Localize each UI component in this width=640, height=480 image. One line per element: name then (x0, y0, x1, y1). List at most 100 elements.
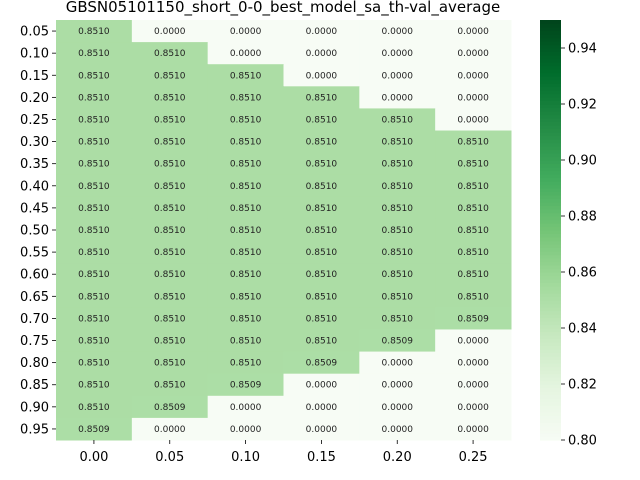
cell-value-label: 0.8510 (154, 381, 186, 391)
cell-value-label: 0.8510 (382, 248, 414, 258)
heatmap-cell (207, 196, 284, 220)
heatmap-cell (359, 285, 436, 308)
y-tick-label: 0.75 (20, 334, 49, 349)
colorbar-segment (540, 55, 561, 60)
heatmap-cells (56, 20, 512, 441)
heatmap-cell (131, 218, 209, 242)
heatmap-cell (131, 241, 209, 264)
cell-value-label: 0.8510 (306, 314, 338, 324)
y-tick-label: 0.40 (20, 179, 49, 194)
cell-value-label: 0.8510 (230, 138, 262, 148)
heatmap-cell (131, 373, 209, 397)
colorbar-segment (540, 286, 561, 291)
cell-value-label: 0.8510 (78, 226, 110, 236)
cell-value-label: 0.8510 (306, 160, 338, 170)
colorbar-segment (540, 303, 561, 308)
cell-value-label: 0.8510 (230, 314, 262, 324)
colorbar-segment (540, 69, 561, 74)
heatmap-cell (131, 285, 209, 308)
heatmap-cell (435, 108, 512, 132)
heatmap-cell (207, 218, 284, 242)
colorbar-segment (540, 100, 561, 105)
heatmap-cell (131, 108, 209, 132)
cell-value-label: 0.8510 (78, 248, 110, 258)
cell-value-label: 0.0000 (457, 337, 489, 347)
cell-value-label: 0.8510 (78, 93, 110, 103)
heatmap-cell (131, 417, 209, 441)
x-tick-label: 0.25 (459, 450, 488, 465)
colorbar-segment (540, 349, 561, 354)
cell-value-label: 0.8510 (154, 337, 186, 347)
cell-value-label: 0.8510 (154, 248, 186, 258)
colorbar-segment (540, 415, 561, 420)
y-tick-label: 0.65 (20, 290, 49, 305)
cell-value-label: 0.8510 (154, 138, 186, 148)
y-tick-label: 0.15 (20, 69, 49, 84)
cell-value-label: 0.8510 (382, 292, 414, 302)
cell-value-label: 0.0000 (306, 403, 338, 413)
colorbar: 0.80 0.82 0.84 0.86 0.88 0.90 0.92 0.94 (540, 20, 597, 449)
colorbar-segment (540, 107, 561, 112)
cell-value-label: 0.0000 (382, 71, 414, 81)
cell-value-label: 0.8510 (78, 204, 110, 214)
cell-value-label: 0.0000 (230, 425, 262, 435)
cell-value-label: 0.8510 (154, 204, 186, 214)
colorbar-segment (540, 282, 561, 287)
heatmap-cell (207, 395, 284, 419)
heatmap-cell (207, 174, 284, 198)
colorbar-segment (540, 23, 561, 28)
colorbar-segment (540, 83, 561, 88)
heatmap-cell (283, 108, 360, 132)
y-tick-label: 0.25 (20, 113, 49, 128)
heatmap-cell (435, 351, 512, 375)
colorbar-segment (540, 398, 561, 403)
cell-value-label: 0.8510 (230, 71, 262, 81)
colorbar-segment (540, 338, 561, 343)
y-tick-label: 0.80 (20, 356, 49, 371)
heatmap-cell (283, 329, 360, 353)
y-tick-label: 0.50 (20, 224, 49, 239)
colorbar-segment (540, 422, 561, 427)
colorbar-segment (540, 387, 561, 392)
cell-value-label: 0.8510 (230, 160, 262, 170)
heatmap-cell (131, 152, 209, 176)
cell-value-label: 0.8510 (230, 115, 262, 125)
colorbar-tick-label: 0.90 (568, 154, 597, 169)
cell-value-label: 0.8510 (306, 204, 338, 214)
colorbar-segment (540, 317, 561, 322)
colorbar-tick-label: 0.86 (568, 266, 597, 281)
colorbar-segment (540, 219, 561, 224)
cell-value-label: 0.8510 (154, 115, 186, 125)
heatmap-cell (131, 196, 209, 220)
heatmap-cell (131, 64, 209, 87)
cell-value-label: 0.0000 (306, 27, 338, 37)
cell-value-label: 0.8510 (78, 27, 110, 37)
heatmap-cell (435, 329, 512, 353)
colorbar-tick-label: 0.84 (568, 322, 597, 337)
heatmap-cell (207, 351, 284, 375)
heatmap-cell (207, 64, 284, 87)
cell-value-label: 0.8510 (230, 292, 262, 302)
colorbar-segment (540, 76, 561, 81)
heatmap-cell (359, 130, 436, 154)
cell-value-label: 0.0000 (154, 27, 186, 37)
cell-value-label: 0.8510 (154, 182, 186, 192)
cell-value-label: 0.8510 (457, 182, 489, 192)
cell-value-label: 0.8510 (382, 226, 414, 236)
heatmap-cell (56, 351, 133, 375)
x-tick-label: 0.05 (155, 450, 184, 465)
cell-value-label: 0.8510 (154, 314, 186, 324)
colorbar-segment (540, 373, 561, 378)
colorbar-segment (540, 363, 561, 368)
cell-value-label: 0.8510 (382, 270, 414, 280)
colorbar-segment (540, 352, 561, 357)
heatmap-cell (359, 329, 436, 353)
heatmap-cell (207, 329, 284, 353)
colorbar-segment (540, 258, 561, 263)
cell-value-label: 0.8510 (154, 71, 186, 81)
colorbar-segment (540, 27, 561, 32)
cell-value-label: 0.0000 (306, 49, 338, 59)
cell-value-label: 0.8510 (230, 248, 262, 258)
cell-value-label: 0.8510 (382, 115, 414, 125)
colorbar-segment (540, 370, 561, 375)
